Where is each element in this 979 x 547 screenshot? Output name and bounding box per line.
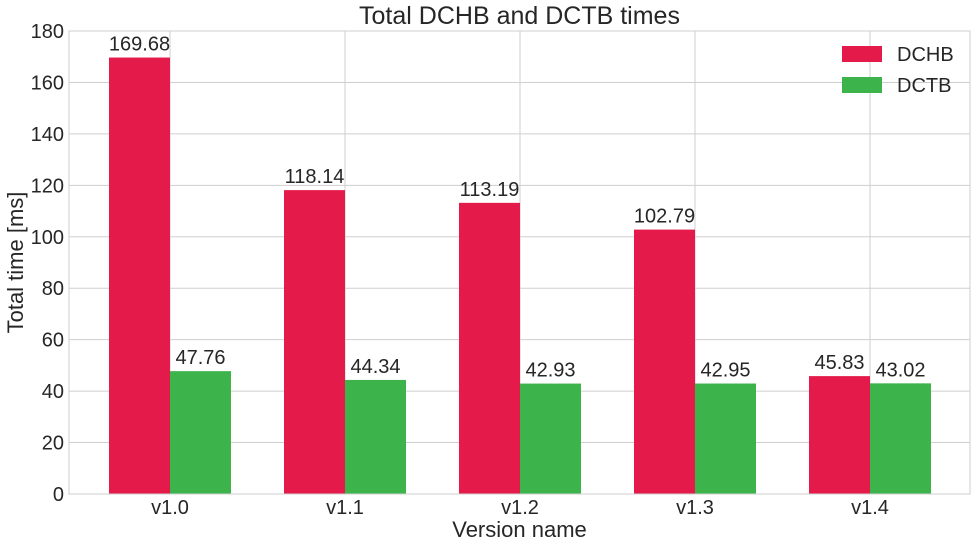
bar-dctb-v1-3 bbox=[695, 383, 756, 494]
bar-dchb-v1-4 bbox=[809, 376, 870, 494]
y-tick-label: 160 bbox=[31, 72, 64, 94]
x-tick-label: v1.2 bbox=[501, 497, 539, 519]
x-tick-label: v1.4 bbox=[851, 497, 889, 519]
data-label: 43.02 bbox=[875, 359, 925, 381]
y-tick-label: 0 bbox=[53, 484, 64, 506]
legend-label-dctb: DCTB bbox=[897, 75, 951, 97]
legend-label-dchb: DCHB bbox=[897, 44, 954, 66]
bar-dchb-v1-3 bbox=[634, 229, 695, 495]
bar-dchb-v1-1 bbox=[284, 190, 345, 494]
data-label: 45.83 bbox=[814, 352, 864, 374]
y-tick-label: 60 bbox=[42, 330, 64, 352]
y-tick-label: 140 bbox=[31, 124, 64, 146]
y-tick-label: 20 bbox=[42, 433, 64, 455]
data-label: 47.76 bbox=[175, 347, 225, 369]
bar-dctb-v1-2 bbox=[520, 383, 581, 494]
data-label: 44.34 bbox=[350, 356, 400, 378]
y-tick-label: 40 bbox=[42, 381, 64, 403]
data-labels: 169.68 118.14 113.19 102.79 45.83 47.76 44.34 4… bbox=[109, 34, 926, 382]
data-label: 169.68 bbox=[109, 34, 170, 56]
bar-dctb-v1-1 bbox=[345, 379, 406, 494]
x-tick-label: v1.1 bbox=[326, 497, 364, 519]
data-label: 118.14 bbox=[285, 166, 345, 188]
data-label: 113.19 bbox=[460, 179, 520, 201]
bar-dctb-v1-4 bbox=[870, 383, 931, 494]
x-tick-label: v1.0 bbox=[151, 497, 189, 519]
x-axis-title: Version name bbox=[452, 517, 587, 542]
legend-swatch-dctb bbox=[842, 77, 882, 93]
bars bbox=[109, 57, 931, 495]
y-tick-label: 80 bbox=[42, 278, 64, 300]
tick-labels: 0 20 40 60 80 100 120 140 160 180 v1.0 v1.1 v1.2 v1.3… bbox=[31, 21, 889, 519]
y-tick-label: 100 bbox=[31, 227, 64, 249]
data-label: 42.95 bbox=[700, 360, 750, 382]
data-label: 102.79 bbox=[634, 206, 695, 228]
bar-dchb-v1-2 bbox=[459, 202, 520, 495]
y-tick-label: 180 bbox=[31, 21, 64, 43]
x-tick-label: v1.3 bbox=[676, 497, 714, 519]
y-tick-label: 120 bbox=[31, 175, 64, 197]
chart-title: Total DCHB and DCTB times bbox=[359, 2, 680, 30]
legend: DCHB DCTB bbox=[842, 44, 954, 97]
plot-frame bbox=[68, 30, 971, 495]
data-label: 42.93 bbox=[525, 360, 575, 382]
y-axis-title: Total time [ms] bbox=[3, 192, 28, 334]
bar-dctb-v1-0 bbox=[170, 371, 231, 494]
legend-swatch-dchb bbox=[842, 46, 882, 62]
bar-dchb-v1-0 bbox=[109, 57, 170, 494]
